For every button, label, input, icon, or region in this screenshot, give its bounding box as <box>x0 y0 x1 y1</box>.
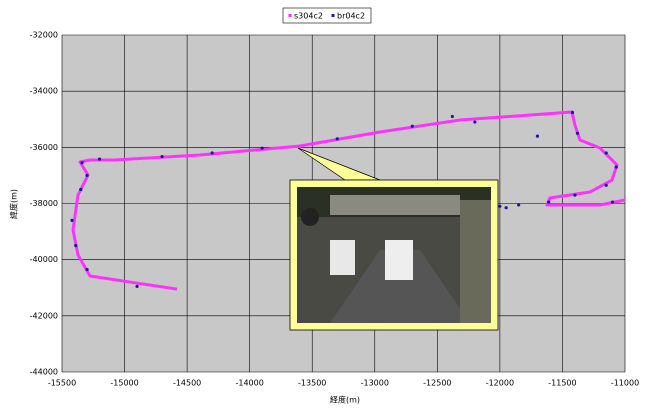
point <box>336 137 339 140</box>
point <box>411 125 414 128</box>
point <box>611 200 614 203</box>
point <box>135 285 138 288</box>
x-tick-label: -12000 <box>486 379 514 388</box>
x-tick-label: -11500 <box>548 379 576 388</box>
y-tick-label: -32000 <box>30 31 58 40</box>
y-tick-label: -44000 <box>30 368 58 377</box>
point <box>573 193 576 196</box>
x-tick-label: -14500 <box>173 379 201 388</box>
point <box>517 203 520 206</box>
x-tick-label: -15000 <box>110 379 138 388</box>
point <box>85 268 88 271</box>
point <box>80 161 83 164</box>
legend-marker <box>332 14 335 17</box>
point <box>74 244 77 247</box>
x-tick-label: -15500 <box>48 379 76 388</box>
x-tick-label: -14000 <box>235 379 263 388</box>
point <box>451 115 454 118</box>
point <box>547 200 550 203</box>
point <box>605 184 608 187</box>
x-tick-label: -13000 <box>361 379 389 388</box>
point <box>605 151 608 154</box>
point <box>211 151 214 154</box>
legend-marker <box>289 14 292 17</box>
x-tick-label: -11000 <box>611 379 639 388</box>
legend-label: s304c2 <box>294 12 323 21</box>
y-tick-label: -36000 <box>30 143 58 152</box>
y-tick-label: -42000 <box>30 311 58 320</box>
point <box>160 155 163 158</box>
point <box>98 158 101 161</box>
y-tick-label: -38000 <box>30 199 58 208</box>
x-tick-label: -13500 <box>298 379 326 388</box>
point <box>261 147 264 150</box>
point <box>536 135 539 138</box>
point <box>70 219 73 222</box>
point <box>85 174 88 177</box>
point <box>571 111 574 114</box>
point <box>615 165 618 168</box>
point <box>79 188 82 191</box>
chart: 経度(m) 緯度(m) s304c2 br04c2 -15500 -15000 -14… <box>0 0 648 408</box>
point <box>498 205 501 208</box>
y-tick-label: -40000 <box>30 255 58 264</box>
point <box>576 132 579 135</box>
legend-label: br04c2 <box>337 12 365 21</box>
point <box>473 120 476 123</box>
y-tick-label: -34000 <box>30 87 58 96</box>
y-axis-label: 緯度(m) <box>9 189 19 219</box>
x-tick-label: -12500 <box>423 379 451 388</box>
point <box>505 206 508 209</box>
x-axis-label: 経度(m) <box>330 395 360 405</box>
